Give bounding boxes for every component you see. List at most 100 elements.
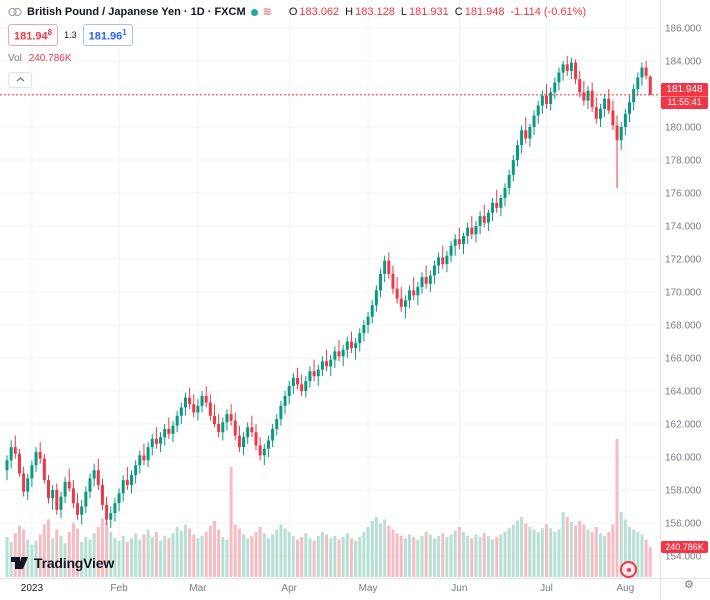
volume-bar bbox=[420, 535, 424, 577]
price-tick-label[interactable]: 156.000 bbox=[665, 519, 702, 530]
candle-body bbox=[482, 216, 486, 223]
volume-bar bbox=[88, 539, 92, 577]
candle-body bbox=[648, 76, 652, 95]
price-tick-label[interactable]: 166.000 bbox=[665, 354, 702, 365]
price-tick-label[interactable]: 168.000 bbox=[665, 321, 702, 332]
buy-price-button[interactable]: 181.961 bbox=[82, 24, 133, 46]
volume-bar bbox=[159, 540, 163, 577]
volume-bar bbox=[495, 537, 499, 577]
event-marker-icon[interactable] bbox=[620, 561, 637, 578]
candle-body bbox=[325, 361, 329, 367]
candle-body bbox=[362, 325, 366, 334]
volume-bar bbox=[354, 540, 358, 577]
time-tick-label[interactable]: Jun bbox=[451, 583, 467, 594]
candle-body bbox=[304, 381, 308, 391]
volume-bar bbox=[362, 532, 366, 577]
candle-body bbox=[47, 480, 50, 499]
volume-bar bbox=[628, 527, 631, 577]
volume-bar bbox=[100, 518, 104, 577]
time-tick-label[interactable]: Feb bbox=[110, 583, 128, 594]
candle-body bbox=[416, 287, 420, 296]
time-tick-label[interactable]: Aug bbox=[616, 583, 634, 594]
candle-body bbox=[134, 465, 138, 476]
bid-ask-row: 181.948 1.3 181.961 bbox=[8, 24, 586, 46]
volume-bar bbox=[561, 512, 565, 577]
axis-settings-gear-icon[interactable]: ⚙ bbox=[684, 579, 694, 591]
volume-value: 240.786K bbox=[28, 52, 72, 64]
price-tick-label[interactable]: 160.000 bbox=[665, 453, 702, 464]
volume-bar bbox=[17, 525, 21, 577]
price-tick-label[interactable]: 184.000 bbox=[665, 57, 702, 68]
time-tick-label[interactable]: Jul bbox=[540, 583, 553, 594]
sell-price-button[interactable]: 181.948 bbox=[8, 24, 59, 46]
collapse-legend-button[interactable] bbox=[8, 71, 32, 88]
volume-bar bbox=[524, 523, 528, 577]
volume-bar bbox=[337, 539, 341, 577]
candle-body bbox=[574, 62, 578, 80]
volume-bar bbox=[304, 533, 308, 577]
volume-bar bbox=[279, 524, 283, 577]
time-tick-label[interactable]: May bbox=[359, 583, 378, 594]
price-tick-label[interactable]: 180.000 bbox=[665, 123, 702, 134]
candle-body bbox=[217, 424, 221, 433]
candle-body bbox=[387, 260, 391, 274]
price-tick-label[interactable]: 162.000 bbox=[665, 420, 702, 431]
candle-body bbox=[412, 290, 416, 296]
candle-body bbox=[233, 420, 237, 436]
volume-bar bbox=[511, 524, 515, 577]
candle-body bbox=[291, 377, 295, 387]
volume-bar bbox=[92, 533, 96, 577]
volume-bar bbox=[545, 524, 548, 577]
symbol-title[interactable]: British Pound / Japanese Yen · 1D · FXCM bbox=[27, 6, 246, 18]
volume-bar bbox=[300, 537, 304, 577]
market-status-icon[interactable] bbox=[250, 8, 258, 16]
volume-bar bbox=[586, 529, 590, 577]
session-waves-icon[interactable]: ≋ bbox=[262, 5, 272, 18]
time-tick-label[interactable]: 2023 bbox=[21, 583, 44, 594]
price-tick-label[interactable]: 174.000 bbox=[665, 222, 702, 233]
price-tick-label[interactable]: 178.000 bbox=[665, 156, 702, 167]
tradingview-logo[interactable]: TradingView bbox=[10, 553, 114, 572]
price-tick-label[interactable]: 154.000 bbox=[665, 552, 702, 563]
candle-body bbox=[607, 98, 611, 111]
volume-bar bbox=[540, 528, 544, 577]
volume-bar bbox=[213, 520, 216, 577]
volume-bar bbox=[590, 532, 594, 577]
time-tick-label[interactable]: Mar bbox=[189, 583, 207, 594]
price-tick-label[interactable]: 186.000 bbox=[665, 24, 702, 35]
candle-body bbox=[242, 437, 246, 448]
time-tick-label[interactable]: Apr bbox=[281, 583, 297, 594]
volume-bar bbox=[196, 538, 200, 577]
candle-body bbox=[536, 105, 540, 116]
price-tick-label[interactable]: 158.000 bbox=[665, 486, 702, 497]
volume-bar bbox=[233, 524, 237, 577]
price-tick-label[interactable]: 170.000 bbox=[665, 288, 702, 299]
price-tick-label[interactable]: 176.000 bbox=[665, 189, 702, 200]
volume-bar bbox=[275, 529, 279, 577]
price-tick-label[interactable]: 164.000 bbox=[665, 387, 702, 398]
volume-bar bbox=[325, 534, 329, 577]
volume-bar bbox=[192, 534, 196, 577]
candle-body bbox=[283, 395, 287, 406]
volume-label[interactable]: Vol bbox=[8, 52, 22, 64]
candle-body bbox=[557, 72, 561, 83]
volume-bar bbox=[486, 535, 490, 577]
candle-body bbox=[63, 481, 67, 497]
candle-body bbox=[341, 349, 345, 357]
open-value: 183.062 bbox=[299, 6, 340, 18]
volume-bar bbox=[470, 538, 474, 577]
candle-body bbox=[188, 397, 192, 405]
open-label: O bbox=[288, 6, 298, 18]
volume-bar bbox=[644, 539, 648, 577]
volume-bar bbox=[395, 533, 399, 577]
candle-body bbox=[545, 95, 548, 104]
candle-body bbox=[5, 460, 9, 471]
candle-body bbox=[254, 432, 258, 446]
price-tick-label[interactable]: 172.000 bbox=[665, 255, 702, 266]
candle-body bbox=[399, 298, 403, 307]
candle-body bbox=[30, 465, 34, 479]
volume-bar bbox=[536, 532, 540, 577]
candle-body bbox=[67, 481, 71, 489]
candle-body bbox=[171, 425, 175, 434]
